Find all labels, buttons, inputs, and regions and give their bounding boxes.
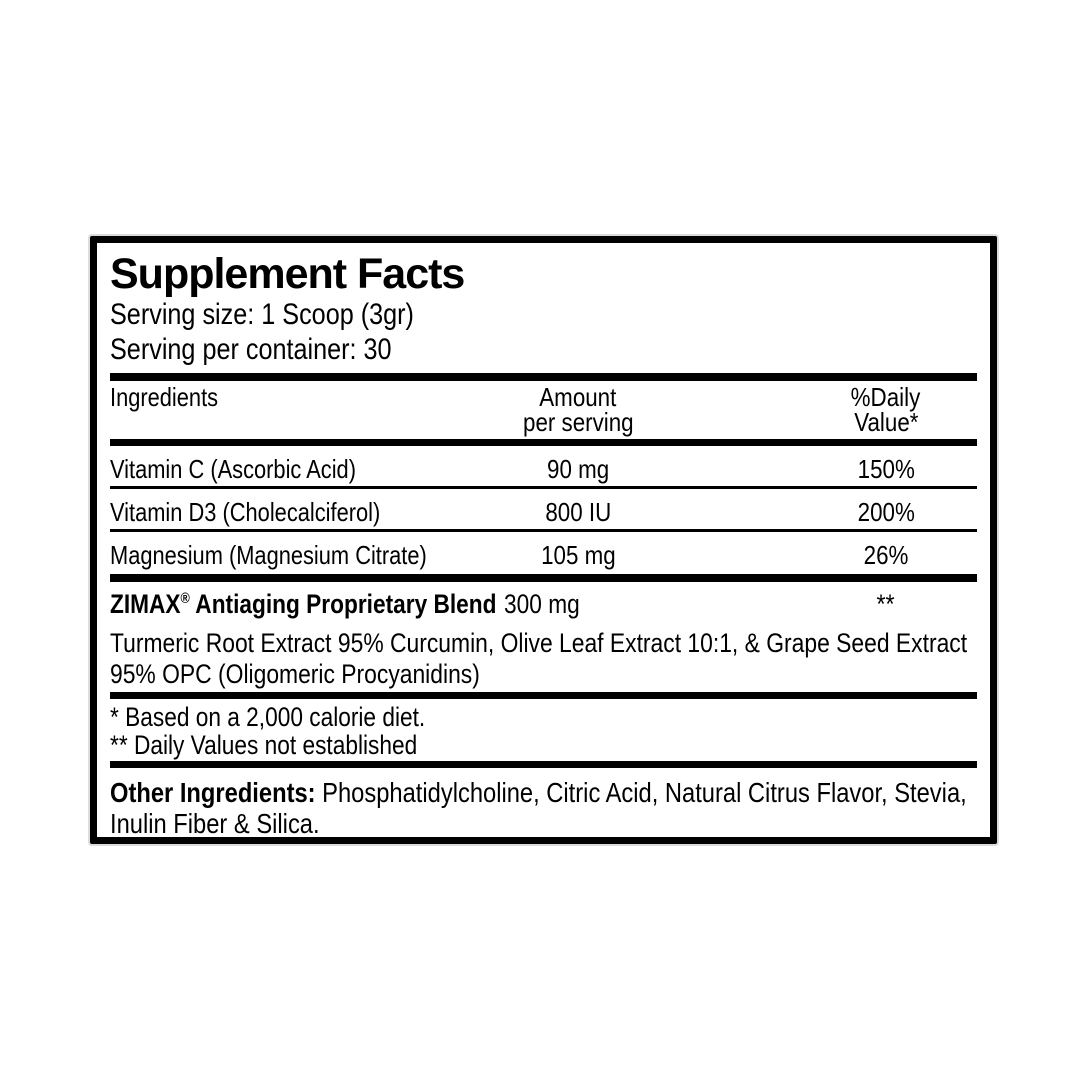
blend-brand: ZIMAX — [110, 589, 181, 619]
other-ingredients-text: Phosphatidylcholine, Citric Acid, Natura… — [110, 777, 967, 839]
serving-size-text: Serving size: 1 Scoop (3gr) — [110, 298, 414, 331]
ingredient-dv: 26% — [863, 540, 909, 570]
divider-thick-top — [110, 373, 977, 381]
header-ingredients-label: Ingredients — [110, 382, 219, 412]
other-ingredients: Other Ingredients: Phosphatidylcholine, … — [110, 777, 977, 839]
ingredient-name: Magnesium (Magnesium Citrate) — [110, 540, 427, 570]
header-amount-cell: Amount per serving — [361, 382, 795, 437]
panel-title: Supplement Facts — [110, 250, 465, 298]
ingredient-row-magnesium: Magnesium (Magnesium Citrate) 105 mg 26% — [110, 532, 977, 574]
header-dv-cell: %Daily Value* — [795, 382, 977, 437]
divider-header — [110, 439, 977, 446]
ingredient-dv: 150% — [857, 454, 915, 484]
blend-title: ZIMAX® Antiaging Proprietary Blend 300 mg — [110, 590, 580, 623]
divider-footnotes-top — [110, 692, 977, 699]
ingredient-name: Vitamin D3 (Cholecalciferol) — [110, 497, 381, 527]
blend-name-rest: Antiaging Proprietary Blend — [189, 589, 497, 619]
header-ingredients-cell: Ingredients — [110, 382, 361, 435]
servings-per-container-text: Serving per container: 30 — [110, 333, 392, 366]
blend-dv-mark: ** — [876, 589, 895, 619]
ingredient-name: Vitamin C (Ascorbic Acid) — [110, 454, 356, 484]
header-dv-line1: %Daily — [851, 382, 921, 412]
divider-blend-top — [110, 574, 977, 582]
servings-per-container-line: Serving per container: 30 — [110, 332, 977, 367]
registered-mark: ® — [180, 590, 190, 607]
header-amount-line1: Amount — [539, 382, 617, 412]
header-amount-line2: per serving — [522, 407, 634, 437]
other-ingredients-label: Other Ingredients: — [110, 777, 316, 808]
footnotes-section: * Based on a 2,000 calorie diet. ** Dail… — [110, 703, 977, 759]
serving-size-line: Serving size: 1 Scoop (3gr) — [110, 297, 977, 332]
header-dv-line2: Value* — [853, 407, 919, 437]
ingredient-amount: 90 mg — [547, 454, 610, 484]
supplement-facts-panel: Supplement Facts Serving size: 1 Scoop (… — [90, 236, 997, 844]
blend-row: ZIMAX® Antiaging Proprietary Blend 300 mg… — [110, 590, 977, 623]
blend-description: Turmeric Root Extract 95% Curcumin, Oliv… — [110, 628, 968, 689]
panel-content: Supplement Facts Serving size: 1 Scoop (… — [97, 243, 990, 839]
footnote-daily-values: ** Daily Values not established — [110, 730, 418, 760]
blend-amount: 300 mg — [504, 589, 580, 619]
divider-other-top — [110, 761, 977, 768]
ingredient-amount: 800 IU — [545, 497, 612, 527]
ingredient-amount: 105 mg — [540, 540, 616, 570]
ingredient-dv: 200% — [857, 497, 915, 527]
ingredient-row-vitamin-c: Vitamin C (Ascorbic Acid) 90 mg 150% — [110, 446, 977, 489]
footnote-calorie-diet: * Based on a 2,000 calorie diet. — [110, 702, 426, 732]
table-header-row: Ingredients Amount per serving %Daily Va… — [110, 381, 977, 439]
ingredient-row-vitamin-d3: Vitamin D3 (Cholecalciferol) 800 IU 200% — [110, 489, 977, 532]
